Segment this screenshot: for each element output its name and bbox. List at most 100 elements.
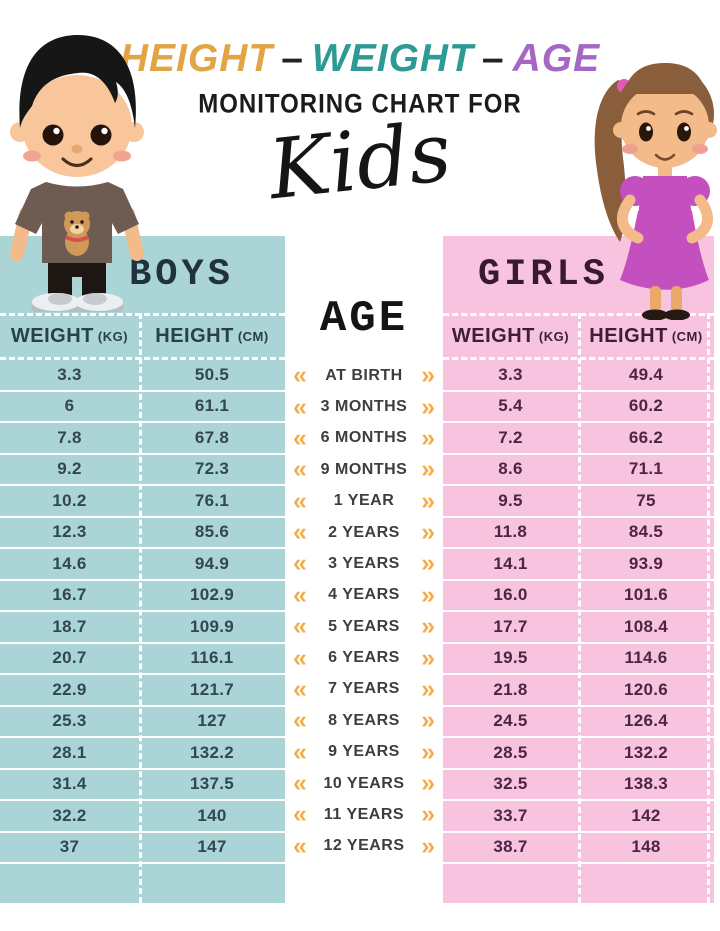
- weight-cell: 33.7: [493, 805, 528, 825]
- chevron-right-icon: »: [421, 455, 435, 484]
- age-row: « 2 YEARS »: [285, 517, 443, 548]
- height-cell: 85.6: [194, 522, 230, 542]
- girls-edge-divider: [707, 313, 710, 903]
- weight-header-unit: (KG): [97, 329, 129, 344]
- height-cell: 120.6: [623, 679, 669, 699]
- table-row: 20.7 116.1: [0, 641, 285, 674]
- chevron-left-icon: «: [293, 831, 307, 860]
- age-label: 9 YEARS: [328, 743, 400, 761]
- height-header-unit: (CM): [671, 329, 703, 344]
- chevron-left-icon: «: [293, 361, 307, 390]
- weight-cell: 22.9: [52, 679, 87, 699]
- title-word-height: HEIGHT: [119, 37, 274, 80]
- height-header-label: HEIGHT: [155, 325, 234, 347]
- age-row: « 9 MONTHS »: [285, 454, 443, 485]
- chevron-right-icon: »: [421, 831, 435, 860]
- age-row: « AT BIRTH »: [285, 360, 443, 391]
- height-cell: 60.2: [628, 396, 664, 416]
- age-label: 12 YEARS: [323, 837, 405, 855]
- girl-cartoon-icon: [594, 63, 717, 320]
- table-row: 6 61.1: [0, 389, 285, 422]
- height-cell: 116.1: [190, 648, 234, 668]
- weight-cell: 12.3: [52, 522, 87, 542]
- weight-header-label: WEIGHT: [451, 325, 535, 347]
- table-row: 7.8 67.8: [0, 421, 285, 453]
- weight-cell: 10.2: [52, 490, 87, 510]
- weight-cell: 18.7: [52, 616, 87, 636]
- weight-cell: 3.3: [57, 364, 82, 384]
- weight-cell: 37: [59, 837, 80, 857]
- chevron-right-icon: »: [421, 518, 435, 547]
- subtitle: MONITORING CHART FOR: [198, 89, 522, 120]
- weight-header-label: WEIGHT: [10, 325, 94, 347]
- age-row: « 7 YEARS »: [285, 674, 443, 705]
- chevron-right-icon: »: [421, 643, 435, 672]
- weight-cell: 32.5: [493, 774, 528, 794]
- age-row: « 5 YEARS »: [285, 611, 443, 642]
- height-cell: 84.5: [628, 522, 664, 542]
- weight-cell: 11.8: [493, 522, 528, 542]
- height-cell: 50.5: [194, 364, 230, 384]
- girls-height-header: HEIGHT (CM): [578, 316, 714, 357]
- boys-table-title: BOYS: [129, 253, 234, 296]
- age-row: « 6 MONTHS »: [285, 423, 443, 454]
- height-cell: 72.3: [194, 459, 230, 479]
- boys-height-header: HEIGHT (CM): [139, 316, 285, 357]
- title-word-weight: WEIGHT: [311, 37, 474, 80]
- weight-cell: 31.4: [52, 774, 87, 794]
- weight-cell: 3.3: [498, 364, 523, 384]
- title-separator: –: [481, 37, 505, 80]
- table-row: 28.1 132.2: [0, 736, 285, 768]
- chevron-left-icon: «: [293, 643, 307, 672]
- weight-cell: 14.1: [493, 553, 528, 573]
- boys-table-header: WEIGHT (KG) HEIGHT (CM): [0, 313, 285, 360]
- age-row: « 3 MONTHS »: [285, 391, 443, 422]
- weight-cell: 25.3: [52, 711, 87, 731]
- height-cell: 75: [636, 490, 656, 510]
- title-block: HEIGHT – WEIGHT – AGE MONITORING CHART FOR K…: [0, 36, 720, 218]
- chevron-left-icon: «: [293, 769, 307, 798]
- height-cell: 76.1: [194, 490, 230, 510]
- weight-cell: 28.5: [493, 742, 528, 762]
- weight-cell: 17.7: [493, 616, 528, 636]
- title-word-age: AGE: [512, 37, 601, 80]
- table-row: 3.3 49.4: [443, 360, 714, 390]
- height-cell: 66.2: [628, 427, 664, 447]
- chevron-left-icon: «: [293, 455, 307, 484]
- weight-cell: 8.6: [498, 459, 523, 479]
- height-header-label: HEIGHT: [589, 325, 668, 347]
- age-label: 9 MONTHS: [320, 460, 408, 478]
- age-label: 6 YEARS: [328, 649, 400, 667]
- age-title: AGE: [319, 294, 409, 344]
- height-cell: 71.1: [628, 459, 664, 479]
- weight-cell: 16.0: [493, 585, 528, 605]
- age-label: 7 YEARS: [328, 680, 400, 698]
- height-cell: 148: [631, 837, 661, 857]
- girls-column-divider: [578, 313, 581, 903]
- weight-cell: 21.8: [493, 679, 528, 699]
- age-row: « 4 YEARS »: [285, 580, 443, 611]
- weight-cell: 20.7: [52, 648, 87, 668]
- age-label: 3 YEARS: [328, 554, 400, 572]
- main-title: HEIGHT – WEIGHT – AGE: [0, 36, 720, 83]
- weight-cell: 28.1: [52, 742, 87, 762]
- age-label: 4 YEARS: [328, 586, 400, 604]
- table-row: 32.2 140: [0, 799, 285, 831]
- age-label: AT BIRTH: [325, 366, 403, 384]
- chevron-right-icon: »: [421, 706, 435, 735]
- age-row: « 11 YEARS »: [285, 799, 443, 830]
- height-cell: 94.9: [194, 553, 230, 573]
- height-cell: 61.1: [194, 396, 230, 416]
- age-row: « 6 YEARS »: [285, 642, 443, 673]
- age-row: « 12 YEARS »: [285, 831, 443, 862]
- age-row: « 3 YEARS »: [285, 548, 443, 579]
- weight-cell: 19.5: [493, 648, 528, 668]
- chevron-right-icon: »: [421, 580, 435, 609]
- height-cell: 127: [197, 711, 227, 731]
- weight-cell: 32.2: [52, 805, 87, 825]
- chevron-left-icon: «: [293, 423, 307, 452]
- chevron-right-icon: »: [421, 674, 435, 703]
- table-row: 25.3 127: [0, 704, 285, 737]
- table-row: 3.3 50.5: [0, 360, 285, 390]
- weight-cell: 38.7: [493, 837, 528, 857]
